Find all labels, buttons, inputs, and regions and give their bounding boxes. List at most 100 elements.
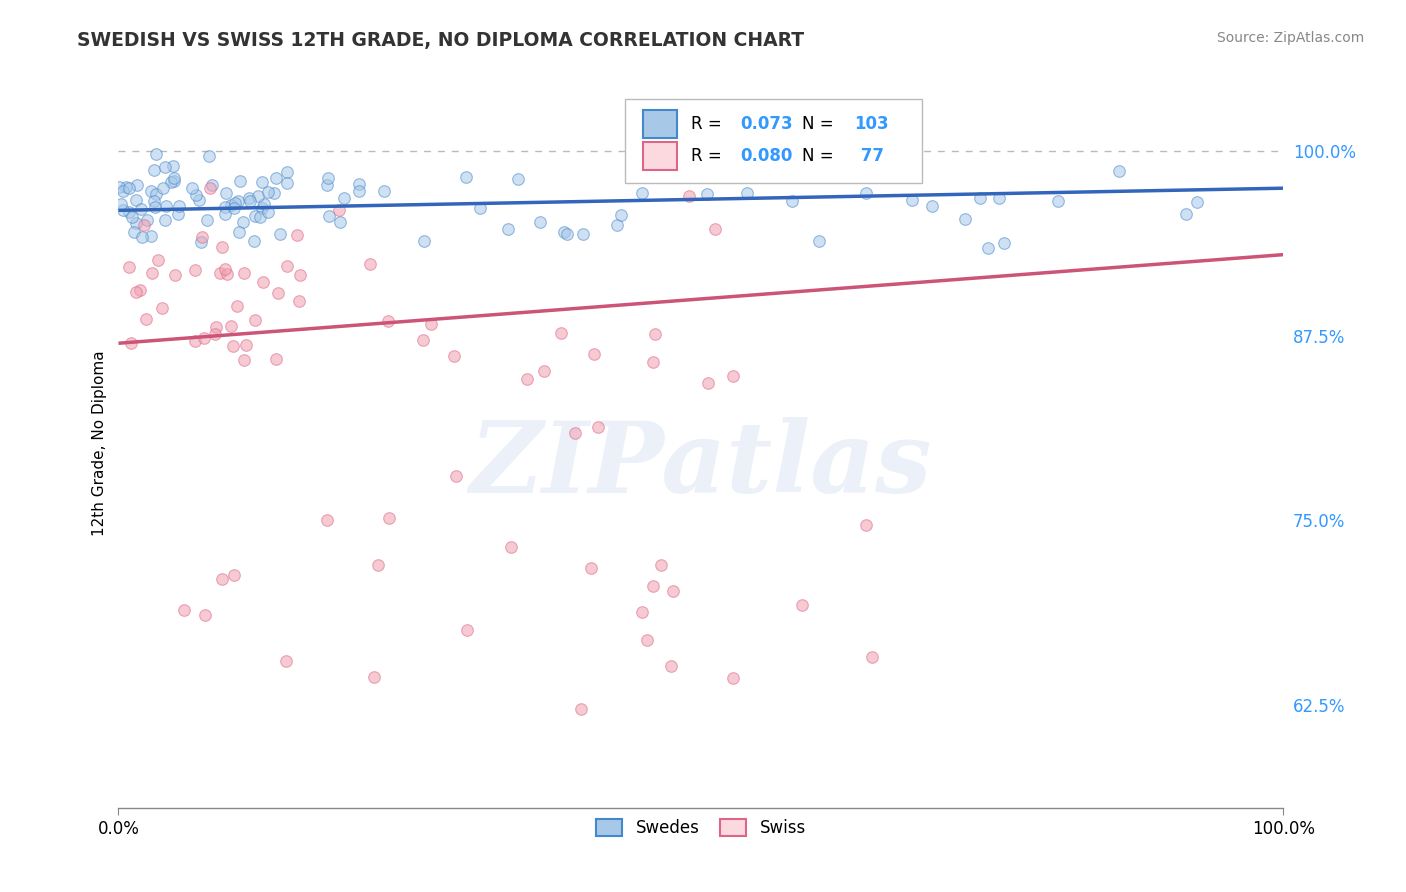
Point [631,186,654,201]
Point [125,193,148,207]
Point [146,253,169,268]
Point [229,174,252,188]
Text: Source: ZipAtlas.com: Source: ZipAtlas.com [1216,31,1364,45]
Point [162,159,184,173]
Point [118,260,141,274]
Point [860,650,883,665]
Point [329,215,352,229]
Point [650,558,672,573]
Point [125,178,148,192]
Point [243,313,266,327]
Point [900,194,922,208]
Point [953,211,976,226]
Point [221,339,243,353]
Point [232,352,254,367]
Point [269,227,291,241]
Point [256,204,278,219]
Point [443,349,465,363]
Point [233,266,256,280]
Point [516,372,538,386]
Point [141,229,163,244]
Point [153,212,176,227]
Point [211,240,233,254]
Point [641,355,664,369]
Point [246,189,269,203]
Point [1047,194,1070,209]
Point [378,511,401,525]
Point [211,572,233,586]
Point [132,219,155,233]
Point [252,202,274,216]
Point [250,175,273,189]
Point [163,268,186,282]
Point [444,469,467,483]
Y-axis label: 12th Grade, No Diploma: 12th Grade, No Diploma [93,351,107,536]
Point [243,209,266,223]
Point [550,326,572,340]
Point [256,185,278,199]
Point [167,199,190,213]
Point [181,181,204,195]
Point [173,603,195,617]
Point [636,632,658,647]
Point [363,669,385,683]
Point [276,165,298,179]
Point [252,197,274,211]
Point [198,181,221,195]
Point [631,606,654,620]
Point [347,177,370,191]
Point [581,560,603,574]
Point [152,180,174,194]
Point [359,257,381,271]
Text: 77: 77 [855,147,883,165]
Point [285,228,308,243]
Point [112,202,135,217]
Point [780,194,803,208]
Point [188,193,211,207]
Point [644,327,666,342]
Point [226,194,249,208]
Point [586,420,609,434]
Point [1108,164,1130,178]
Point [735,186,758,200]
Point [194,607,217,622]
Point [274,655,297,669]
Point [139,184,162,198]
Point [288,268,311,282]
Point [263,186,285,201]
Point [214,200,236,214]
Point [721,368,744,383]
Text: R =: R = [692,115,727,133]
Point [224,196,246,211]
Point [855,186,877,201]
Point [183,263,205,277]
Point [770,163,793,178]
Point [276,176,298,190]
Point [208,266,231,280]
Point [141,266,163,280]
FancyBboxPatch shape [643,111,678,138]
Point [921,199,943,213]
FancyBboxPatch shape [643,143,678,170]
Point [377,314,399,328]
Point [110,197,132,211]
Point [606,218,628,232]
Point [249,210,271,224]
Point [159,175,181,189]
Point [316,170,339,185]
Point [145,187,167,202]
Point [264,351,287,366]
Point [143,194,166,209]
Point [238,194,260,209]
Point [333,191,356,205]
Point [155,199,177,213]
Point [198,149,221,163]
Point [529,215,551,229]
Point [977,241,1000,255]
Legend: Swedes, Swiss: Swedes, Swiss [589,813,813,844]
Point [641,579,664,593]
Point [184,334,207,348]
Point [143,162,166,177]
Point [222,568,245,582]
Point [114,179,136,194]
